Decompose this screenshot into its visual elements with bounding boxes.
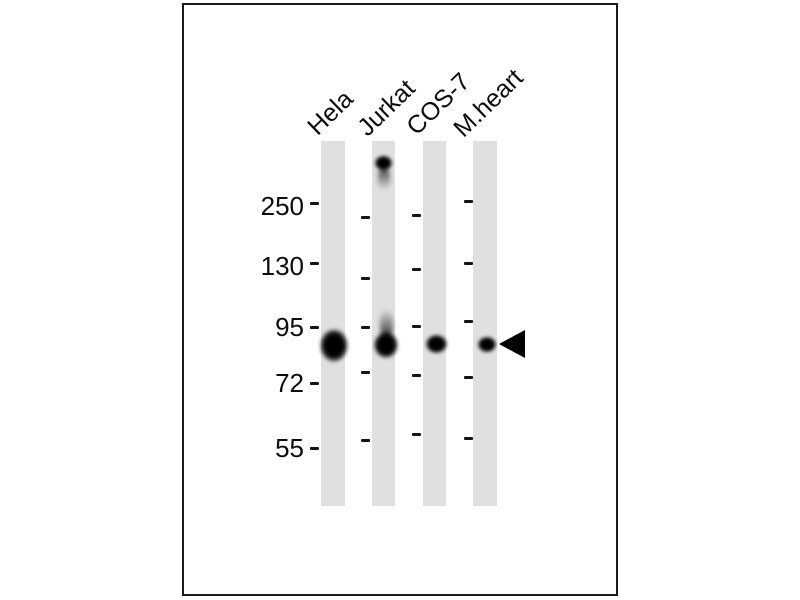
mw-label-55: 55 [275, 433, 304, 463]
lane-cos7 [423, 141, 446, 506]
marker-tick [464, 437, 473, 440]
marker-tick [412, 268, 421, 271]
marker-tick [310, 326, 319, 329]
arrowhead-icon [499, 330, 525, 358]
marker-tick [310, 202, 319, 205]
smear-jurkat-high-mw [378, 167, 390, 190]
lane-hela [321, 141, 345, 506]
mw-label-250: 250 [260, 191, 304, 221]
marker-tick [310, 262, 319, 265]
marker-tick [464, 200, 473, 203]
mw-label-130: 130 [260, 251, 304, 281]
marker-tick [361, 216, 370, 219]
band-jurkat-main [373, 331, 399, 359]
marker-tick [361, 439, 370, 442]
marker-tick [310, 447, 319, 450]
marker-tick [464, 376, 473, 379]
marker-tick [361, 371, 370, 374]
band-mheart-main [477, 336, 497, 353]
marker-tick [361, 277, 370, 280]
blot-frame [182, 3, 618, 596]
marker-tick [464, 262, 473, 265]
marker-tick [412, 433, 421, 436]
band-hela-main [319, 328, 349, 363]
marker-tick [361, 326, 370, 329]
marker-tick [412, 374, 421, 377]
band-cos7-main [425, 334, 448, 354]
marker-tick [412, 325, 421, 328]
mw-label-72: 72 [275, 368, 304, 398]
mw-label-95: 95 [275, 312, 304, 342]
band-jurkat-high-mw [374, 155, 393, 171]
marker-tick [310, 382, 319, 385]
marker-tick [464, 320, 473, 323]
marker-tick [412, 214, 421, 217]
lane-mheart [473, 141, 497, 506]
